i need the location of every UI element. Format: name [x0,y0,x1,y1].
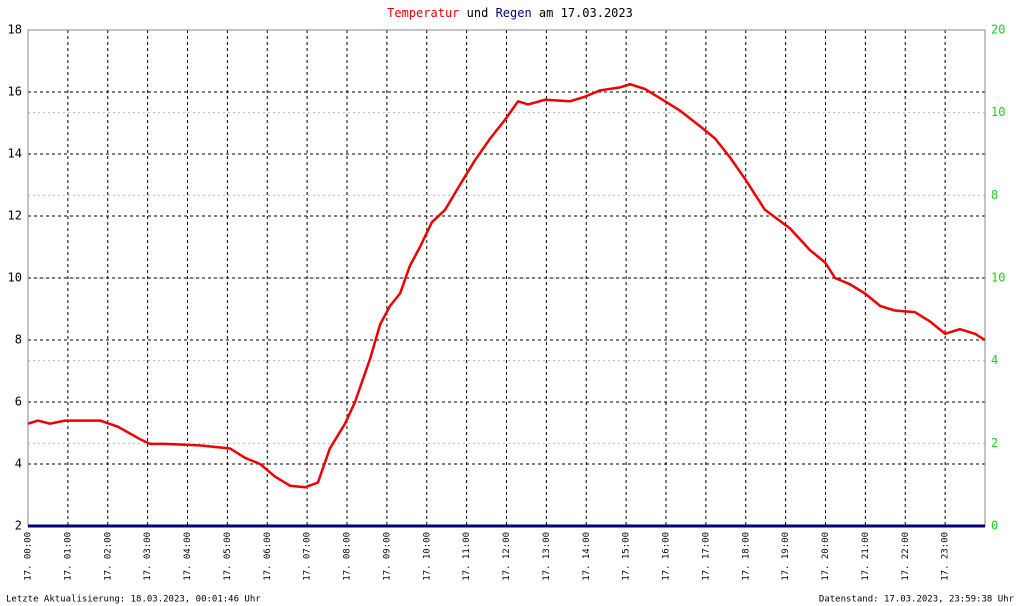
x-tick-label: 17. 22:00 [901,532,911,581]
x-tick-label: 17. 17:00 [701,532,711,581]
x-tick-label: 17. 04:00 [183,532,193,581]
x-tick-label: 17. 11:00 [462,532,472,581]
x-tick-label: 17. 02:00 [103,532,113,581]
x-tick-label: 17. 19:00 [781,532,791,581]
x-tick-label: 17. 09:00 [382,532,392,581]
title-part: Regen [496,6,532,20]
y2-tick-label: 2 [991,436,998,450]
y2-tick-label: 20 [991,23,1005,37]
x-tick-label: 17. 13:00 [542,532,552,581]
y-tick-label: 16 [8,85,22,99]
x-tick-label: 17. 08:00 [343,532,353,581]
y-tick-label: 2 [15,519,22,533]
title-part: am 17.03.2023 [539,6,633,20]
y2-tick-label: 0 [991,519,998,533]
x-tick-label: 17. 23:00 [941,532,951,581]
x-tick-label: 17. 00:00 [24,532,34,581]
y-tick-label: 12 [8,209,22,223]
x-tick-label: 17. 12:00 [502,532,512,581]
x-tick-label: 17. 20:00 [821,532,831,581]
footer-right: Datenstand: 17.03.2023, 23:59:38 Uhr [819,595,1015,605]
x-tick-label: 17. 03:00 [143,532,153,581]
x-tick-label: 17. 21:00 [861,532,871,581]
x-tick-label: 17. 16:00 [662,532,672,581]
series-line [27,83,986,489]
x-tick-label: 17. 01:00 [63,532,73,581]
x-tick-label: 17. 06:00 [263,532,273,581]
x-tick-label: 17. 10:00 [422,532,432,581]
footer-left: Letzte Aktualisierung: 18.03.2023, 00:01… [6,595,261,605]
y2-tick-label: 8 [991,188,998,202]
y-tick-label: 6 [15,395,22,409]
y-tick-label: 8 [15,333,22,347]
y-tick-label: 18 [8,23,22,37]
title-part: Temperatur [387,6,459,20]
y2-tick-label: 10 [991,105,1005,119]
title-part: und [467,6,489,20]
chart-title: Temperatur und Regen am 17.03.2023 [387,6,633,20]
x-tick-label: 17. 15:00 [622,532,632,581]
y-tick-label: 14 [8,147,22,161]
y-tick-label: 10 [8,271,22,285]
x-tick-label: 17. 18:00 [741,532,751,581]
y-tick-label: 4 [15,457,22,471]
x-tick-label: 17. 05:00 [223,532,233,581]
x-tick-label: 17. 07:00 [303,532,313,581]
y2-tick-label: 4 [991,353,998,367]
y2-tick-label: 10 [991,271,1005,285]
x-tick-label: 17. 14:00 [582,532,592,581]
